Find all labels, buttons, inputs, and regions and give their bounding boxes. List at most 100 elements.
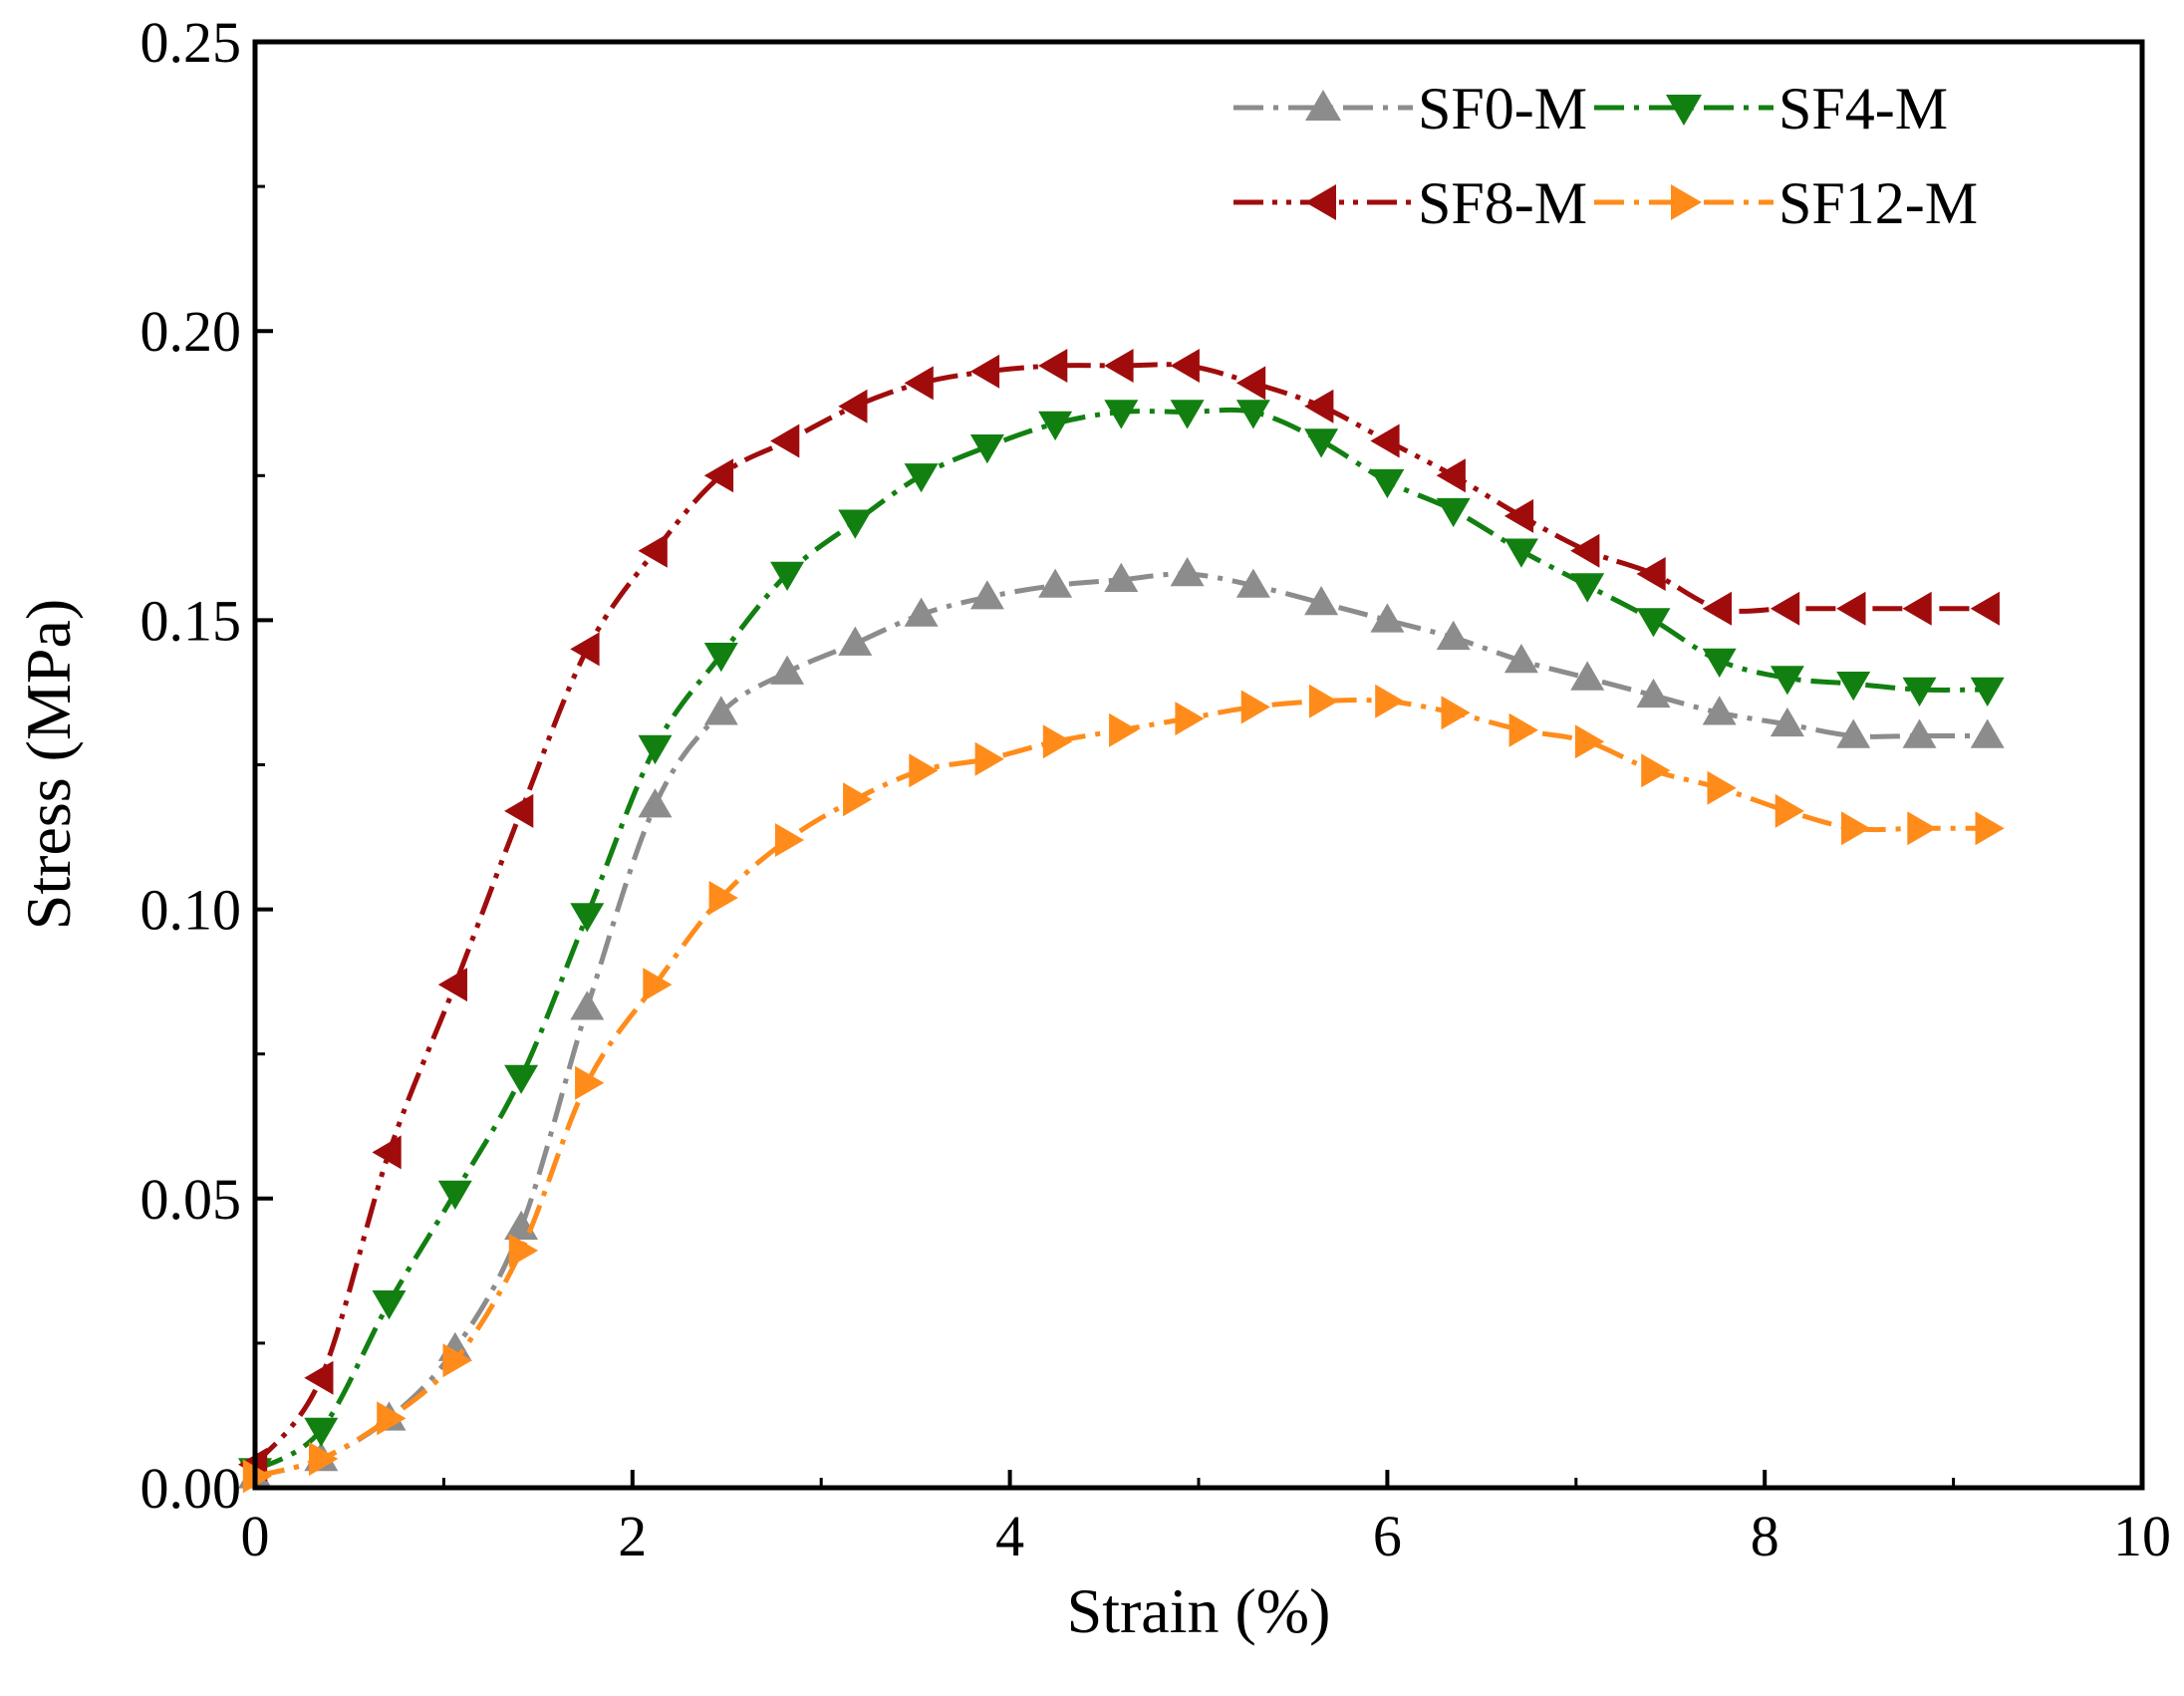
data-point-sf4-m — [1170, 400, 1205, 429]
y-tick-label: 0.00 — [140, 1456, 242, 1521]
data-point-sf12-m — [774, 823, 805, 857]
data-point-sf0-m — [1104, 562, 1139, 592]
data-point-sf4-m — [1503, 538, 1538, 568]
y-tick-label: 0.20 — [140, 299, 242, 364]
data-point-sf12-m — [1841, 811, 1871, 846]
legend-marker — [1305, 90, 1341, 121]
data-point-sf12-m — [442, 1343, 472, 1378]
data-point-sf12-m — [974, 741, 1004, 776]
data-point-sf8-m — [437, 968, 467, 1002]
data-point-sf8-m — [838, 389, 868, 424]
data-point-sf12-m — [1042, 724, 1073, 759]
data-point-sf4-m — [1370, 468, 1405, 499]
data-point-sf12-m — [1574, 724, 1605, 759]
y-tick-label: 0.25 — [140, 10, 242, 75]
data-point-sf8-m — [1503, 498, 1534, 533]
series-line-sf4-m — [253, 407, 1988, 1473]
data-point-sf12-m — [1441, 696, 1471, 730]
data-point-sf12-m — [575, 1065, 605, 1100]
data-point-sf0-m — [638, 788, 673, 818]
data-point-sf4-m — [1836, 672, 1871, 702]
x-axis: 0 2 4 6 8 10 — [241, 1470, 2171, 1568]
y-axis: 0.00 0.05 0.10 0.15 0.20 0.25 — [140, 10, 273, 1521]
data-point-sf4-m — [1436, 497, 1471, 528]
data-point-sf12-m — [708, 881, 738, 915]
data-point-sf8-m — [1038, 349, 1068, 383]
data-point-sf8-m — [1104, 349, 1134, 383]
legend-item-sf4-m: SF4-M — [1594, 76, 1948, 141]
data-point-sf0-m — [1970, 718, 2005, 748]
data-point-sf12-m — [508, 1234, 539, 1268]
data-point-sf12-m — [1975, 811, 2005, 846]
data-point-sf0-m — [1702, 696, 1737, 725]
data-point-sf4-m — [504, 1064, 539, 1094]
legend-label: SF8-M — [1418, 170, 1587, 236]
data-point-sf8-m — [1702, 591, 1732, 626]
data-point-sf8-m — [1970, 591, 2000, 626]
data-point-sf12-m — [309, 1442, 339, 1476]
data-point-sf4-m — [638, 734, 673, 765]
legend-item-sf0-m: SF0-M — [1233, 76, 1587, 141]
y-tick-label: 0.05 — [140, 1167, 242, 1232]
y-tick-label: 0.15 — [140, 588, 242, 653]
data-point-sf12-m — [909, 753, 939, 788]
legend-label: SF12-M — [1778, 170, 1978, 236]
data-point-sf0-m — [1038, 568, 1073, 598]
data-point-sf4-m — [1038, 411, 1073, 441]
legend-marker — [1666, 95, 1702, 126]
data-point-sf0-m — [1503, 644, 1538, 674]
data-point-sf4-m — [1970, 677, 2005, 707]
data-point-sf8-m — [1436, 458, 1466, 493]
x-tick-label: 6 — [1373, 1504, 1402, 1568]
data-point-sf12-m — [1707, 770, 1737, 805]
data-point-sf8-m — [1636, 557, 1666, 591]
data-point-sf4-m — [437, 1180, 472, 1210]
data-point-sf4-m — [1702, 648, 1737, 678]
data-point-sf0-m — [1370, 603, 1405, 633]
data-point-sf4-m — [1104, 400, 1139, 429]
data-point-sf12-m — [1641, 753, 1671, 788]
data-point-sf0-m — [1902, 718, 1937, 748]
data-point-sf0-m — [1235, 568, 1270, 598]
legend-marker — [1671, 184, 1702, 220]
data-point-sf12-m — [1907, 811, 1937, 846]
data-point-sf0-m — [1770, 707, 1804, 737]
data-point-sf8-m — [969, 354, 1000, 389]
data-point-sf12-m — [1774, 793, 1804, 828]
x-tick-label: 8 — [1751, 1504, 1779, 1568]
data-point-sf0-m — [1636, 678, 1671, 708]
data-point-sf12-m — [377, 1401, 407, 1436]
data-point-sf0-m — [570, 990, 605, 1020]
legend-item-sf12-m: SF12-M — [1594, 170, 1978, 236]
data-point-sf0-m — [1170, 557, 1205, 587]
data-point-sf4-m — [703, 643, 738, 673]
data-point-sf4-m — [1902, 677, 1937, 707]
data-point-sf8-m — [1235, 366, 1266, 401]
data-point-sf8-m — [570, 632, 600, 667]
data-point-sf8-m — [1770, 591, 1800, 626]
data-point-sf12-m — [1109, 712, 1139, 747]
legend-marker — [1305, 184, 1336, 220]
data-point-sf0-m — [1836, 718, 1871, 748]
data-point-sf8-m — [304, 1360, 334, 1395]
data-point-sf4-m — [969, 434, 1004, 464]
series-line-sf12-m — [254, 698, 1988, 1479]
data-point-sf0-m — [969, 580, 1004, 610]
data-point-sf8-m — [1304, 389, 1334, 424]
data-point-sf8-m — [1902, 591, 1932, 626]
legend-item-sf8-m: SF8-M — [1233, 170, 1587, 236]
data-point-sf8-m — [1836, 591, 1866, 626]
data-point-sf4-m — [1235, 400, 1270, 429]
data-point-sf12-m — [1375, 684, 1405, 718]
data-point-sf12-m — [1308, 684, 1339, 718]
legend: SF0-M SF4-M SF8-M SF12-M — [1233, 76, 1978, 236]
data-point-sf0-m — [904, 597, 939, 627]
data-point-sf4-m — [304, 1417, 339, 1447]
data-point-sf4-m — [570, 903, 605, 933]
data-point-sf12-m — [1508, 712, 1538, 747]
data-point-sf0-m — [703, 696, 738, 725]
data-point-sf8-m — [638, 533, 668, 568]
data-point-sf8-m — [504, 793, 534, 828]
x-tick-label: 4 — [995, 1504, 1024, 1568]
